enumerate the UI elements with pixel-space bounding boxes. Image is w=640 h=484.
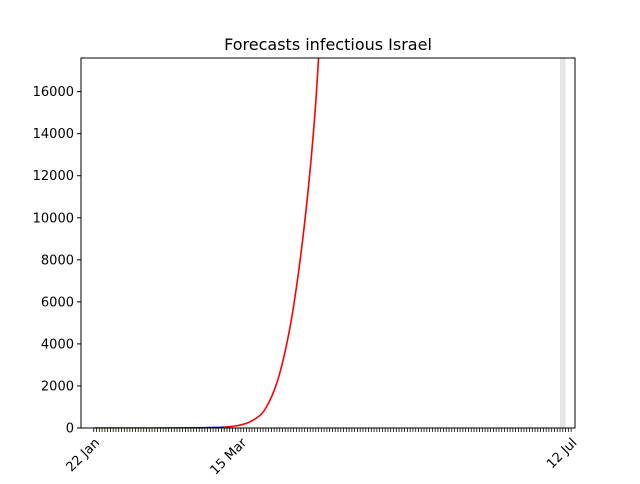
y-tick-label: 2000: [41, 379, 74, 394]
y-tick-label: 14000: [33, 127, 74, 142]
y-tick-label: 16000: [33, 85, 74, 100]
y-tick-label: 4000: [41, 337, 74, 352]
series-line-2: [224, 58, 320, 428]
y-tick-label: 8000: [41, 253, 74, 268]
band-layer: [560, 58, 566, 428]
highlight-band: [560, 58, 566, 428]
y-tick-label: 6000: [41, 295, 74, 310]
y-tick-label: 12000: [33, 169, 74, 184]
y-tick-label: 0: [66, 422, 74, 437]
plot-frame: [80, 57, 576, 429]
y-tick-label: 10000: [33, 211, 74, 226]
chart-title: Forecasts infectious Israel: [224, 35, 432, 54]
